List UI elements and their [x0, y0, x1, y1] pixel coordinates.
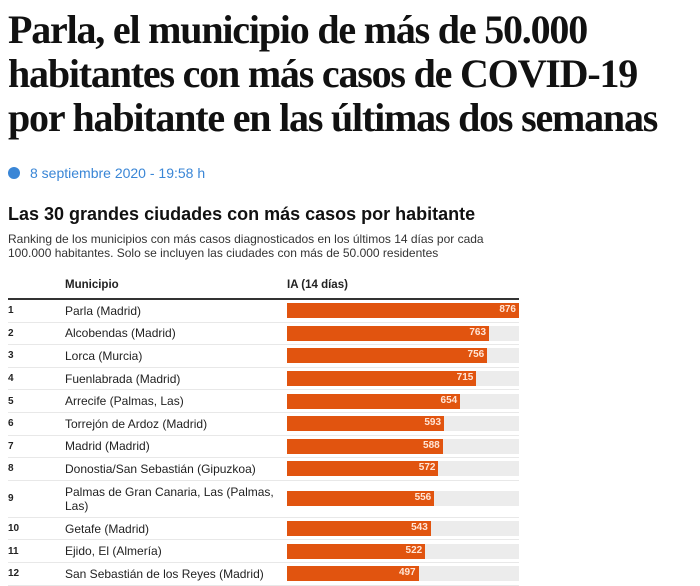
publish-date: 8 septiembre 2020 - 19:58 h [30, 165, 206, 181]
bar-value-label: 588 [423, 439, 440, 451]
row-rank: 9 [8, 493, 14, 505]
bar: 543 [287, 521, 431, 537]
bar-track: 715 [287, 371, 519, 387]
bar-track: 763 [287, 325, 519, 341]
bar: 763 [287, 325, 490, 341]
bar: 522 [287, 543, 426, 559]
bar-track: 654 [287, 393, 519, 409]
bar: 654 [287, 393, 461, 409]
bar: 556 [287, 491, 435, 507]
row-municipio: Parla (Madrid) [65, 303, 142, 318]
ranking-table: Municipio IA (14 días) 1 Parla (Madrid) 87… [8, 279, 519, 586]
row-municipio: Donostia/San Sebastián (Gipuzkoa) [65, 461, 256, 476]
bar: 756 [287, 348, 488, 364]
row-rank: 11 [8, 545, 19, 557]
row-rank: 1 [8, 305, 14, 317]
bar-value-label: 715 [456, 372, 474, 384]
bar-track: 588 [287, 438, 519, 454]
row-municipio: Arrecife (Palmas, Las) [65, 394, 184, 409]
table-row: 4 Fuenlabrada (Madrid) 715 [8, 368, 519, 391]
bar-value-label: 556 [414, 492, 432, 504]
bar-value-label: 654 [440, 394, 458, 406]
bar-value-label: 756 [467, 349, 485, 361]
bar-track: 876 [287, 303, 519, 319]
article-headline: Parla, el municipio de más de 50.000 hab… [8, 7, 658, 140]
table-row: 8 Donostia/San Sebastián (Gipuzkoa) 572 [8, 458, 519, 481]
table-row: 1 Parla (Madrid) 876 [8, 300, 519, 323]
bar-value-label: 522 [405, 544, 423, 556]
bar-track: 497 [287, 566, 519, 582]
row-rank: 3 [8, 350, 14, 362]
bar-value-label: 876 [499, 304, 516, 316]
bar: 497 [287, 566, 419, 582]
chart-subtitle: Ranking de los municipios con más casos … [8, 232, 484, 260]
bar-track: 593 [287, 416, 519, 432]
bar-value-label: 763 [469, 326, 487, 338]
bar-value-label: 593 [424, 417, 442, 429]
row-rank: 5 [8, 395, 14, 407]
row-rank: 7 [8, 440, 14, 452]
bar-track: 556 [287, 491, 519, 507]
row-municipio: Getafe (Madrid) [65, 521, 150, 536]
table-row: 7 Madrid (Madrid) 588 [8, 436, 519, 459]
table-body: 1 Parla (Madrid) 876 2 Alcobendas (Madrid) 76… [8, 300, 519, 586]
bar: 876 [287, 303, 519, 319]
bar-track: 543 [287, 521, 519, 537]
bar: 593 [287, 416, 445, 432]
row-rank: 6 [8, 418, 14, 430]
bar-track: 756 [287, 348, 519, 364]
bar: 572 [287, 461, 439, 477]
row-municipio: Palmas de Gran Canaria, Las (Palmas, Las… [65, 484, 274, 513]
table-header: Municipio IA (14 días) [8, 279, 519, 300]
table-row: 3 Lorca (Murcia) 756 [8, 345, 519, 368]
table-row: 11 Ejido, El (Almería) 522 [8, 540, 519, 563]
header-ia: IA (14 días) [287, 279, 348, 291]
table-row: 5 Arrecife (Palmas, Las) 654 [8, 390, 519, 413]
bar-value-label: 572 [418, 462, 436, 474]
dateline: 8 septiembre 2020 - 19:58 h [8, 165, 205, 181]
row-rank: 4 [8, 373, 14, 385]
bar: 715 [287, 371, 477, 387]
table-row: 6 Torrejón de Ardoz (Madrid) 593 [8, 413, 519, 436]
table-row: 10 Getafe (Madrid) 543 [8, 518, 519, 541]
row-rank: 10 [8, 523, 20, 535]
live-dot-icon [8, 167, 20, 179]
row-municipio: Torrejón de Ardoz (Madrid) [65, 416, 208, 431]
chart-title: Las 30 grandes ciudades con más casos po… [8, 204, 476, 224]
table-row: 12 San Sebastián de los Reyes (Madrid) 497 [8, 563, 519, 586]
row-municipio: Madrid (Madrid) [65, 439, 150, 454]
header-municipio: Municipio [65, 279, 119, 291]
bar-track: 572 [287, 461, 519, 477]
row-rank: 8 [8, 463, 14, 475]
row-rank: 2 [8, 327, 14, 339]
header-rank [8, 279, 65, 293]
row-municipio: San Sebastián de los Reyes (Madrid) [65, 566, 264, 581]
table-row: 9 Palmas de Gran Canaria, Las (Palmas, La… [8, 481, 519, 518]
table-row: 2 Alcobendas (Madrid) 763 [8, 323, 519, 346]
row-municipio: Ejido, El (Almería) [65, 544, 162, 559]
row-municipio: Fuenlabrada (Madrid) [65, 371, 181, 386]
bar-value-label: 497 [398, 567, 416, 579]
bar: 588 [287, 438, 443, 454]
row-municipio: Lorca (Murcia) [65, 348, 143, 363]
row-municipio: Alcobendas (Madrid) [65, 326, 176, 341]
row-rank: 12 [8, 568, 20, 580]
bar-track: 522 [287, 543, 519, 559]
bar-value-label: 543 [411, 522, 428, 534]
